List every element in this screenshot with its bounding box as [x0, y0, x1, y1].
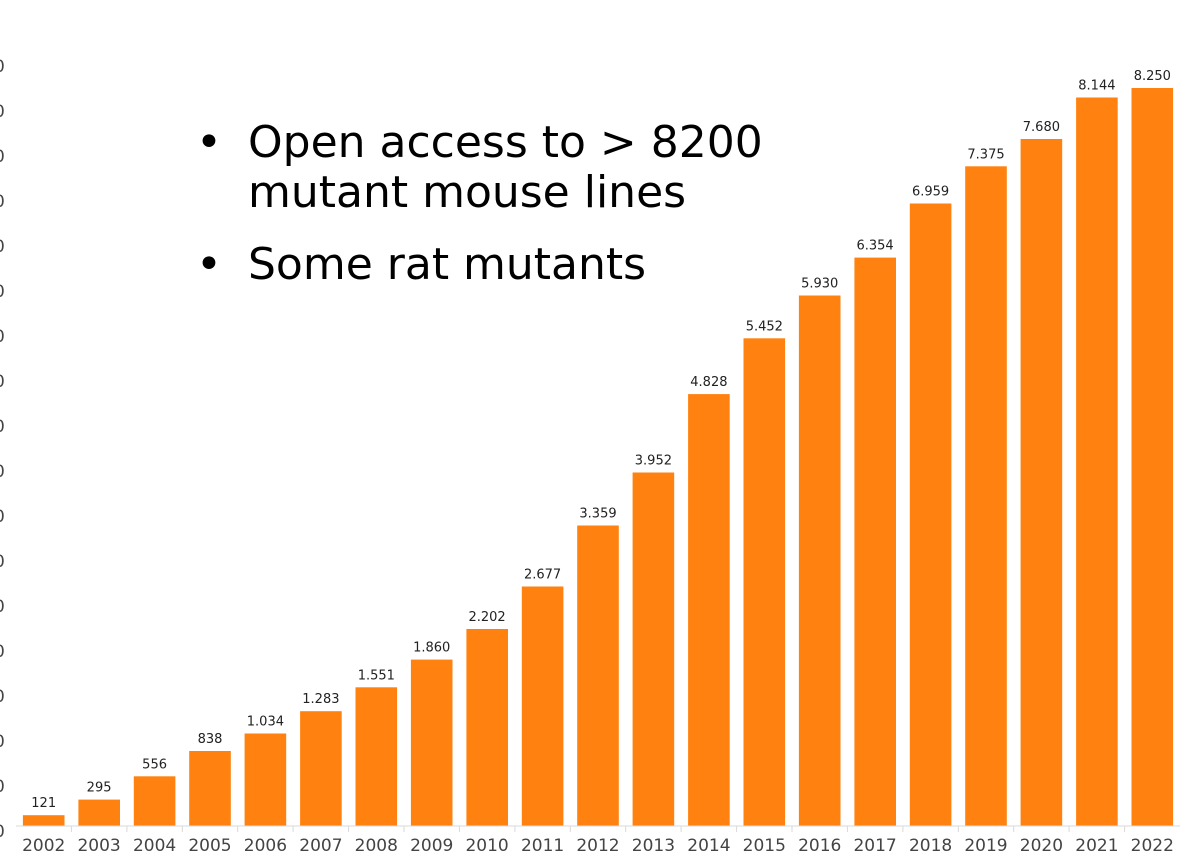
x-tick-label-2009: 2009 — [410, 836, 453, 856]
bar-2005 — [189, 751, 231, 826]
bar-2002 — [22, 815, 65, 826]
y-axis-ticks: 0 0 0 0 0 0 0 0 0 0 0 0 0 0 0 0 0 0 — [0, 57, 5, 842]
bullet-list: • Open access to > 8200 mutant mouse lin… — [196, 118, 808, 312]
x-tick-label-2011: 2011 — [521, 836, 564, 856]
x-tick-label-2003: 2003 — [77, 836, 120, 856]
y-tick-label-cut: 0 — [0, 597, 5, 617]
x-tick-label-2019: 2019 — [964, 836, 1007, 856]
x-tick-label-2008: 2008 — [355, 836, 398, 856]
bar-2003 — [78, 799, 120, 826]
data-label-2020: 7.680 — [1023, 120, 1060, 135]
x-tick-label-2015: 2015 — [743, 836, 786, 856]
bullet-item: • Some rat mutants — [196, 240, 808, 290]
data-label-2014: 4.828 — [690, 375, 727, 390]
bar-2014 — [688, 394, 730, 826]
bullet-text: Some rat mutants — [248, 239, 647, 290]
y-tick-label-cut: 0 — [0, 102, 5, 122]
data-label-2004: 556 — [142, 757, 167, 772]
y-tick-label-cut: 0 — [0, 732, 5, 752]
bar-2018 — [909, 203, 952, 826]
y-tick-label-cut: 0 — [0, 822, 5, 842]
x-tick-label-2007: 2007 — [299, 836, 342, 856]
data-label-2013: 3.952 — [635, 454, 672, 469]
y-tick-label-cut: 0 — [0, 687, 5, 707]
data-label-2011: 2.677 — [524, 568, 561, 583]
x-tick-label-2016: 2016 — [798, 836, 841, 856]
bar-2006 — [244, 733, 287, 826]
data-labels: 121 295 556 838 1.034 1.283 1.551 1.860 2.202 2.6… — [31, 69, 1171, 811]
x-tick-label-2004: 2004 — [133, 836, 176, 856]
x-tick-label-2002: 2002 — [22, 836, 65, 856]
x-tick-label-2021: 2021 — [1075, 836, 1118, 856]
bullet-marker: • — [196, 117, 222, 168]
y-tick-label-cut: 0 — [0, 192, 5, 212]
data-label-2003: 295 — [87, 781, 112, 796]
y-tick-label-cut: 0 — [0, 417, 5, 437]
data-label-2008: 1.551 — [358, 668, 395, 683]
y-tick-label-cut: 0 — [0, 462, 5, 482]
bar-2015 — [743, 338, 786, 826]
data-label-2007: 1.283 — [302, 692, 339, 707]
data-label-2016: 5.930 — [801, 277, 838, 292]
bar-2021 — [1076, 97, 1118, 826]
bar-2017 — [854, 257, 896, 827]
data-label-2019: 7.375 — [967, 147, 1004, 162]
bar-2020 — [1020, 139, 1063, 826]
bar-series — [22, 88, 1174, 827]
bar-2009 — [410, 659, 453, 826]
data-label-2021: 8.144 — [1078, 79, 1115, 94]
x-tick-label-2017: 2017 — [853, 836, 896, 856]
bullet-marker: • — [196, 239, 222, 290]
x-tick-label-2005: 2005 — [188, 836, 231, 856]
y-tick-label-cut: 0 — [0, 57, 5, 77]
bar-2004 — [133, 776, 176, 826]
bar-2007 — [300, 711, 342, 826]
y-tick-label-cut: 0 — [0, 777, 5, 797]
data-label-2009: 1.860 — [413, 641, 450, 656]
bullet-text: Open access to > 8200 mutant mouse lines — [248, 117, 763, 218]
bar-2010 — [466, 629, 508, 826]
data-label-2002: 121 — [31, 796, 56, 811]
x-tick-label-2006: 2006 — [244, 836, 287, 856]
x-tick-label-2018: 2018 — [909, 836, 952, 856]
bar-2016 — [798, 295, 841, 826]
bar-2012 — [577, 525, 619, 826]
data-label-2015: 5.452 — [746, 319, 783, 334]
data-label-2022: 8.250 — [1134, 69, 1171, 84]
bar-2022 — [1131, 88, 1174, 826]
y-tick-label-cut: 0 — [0, 282, 5, 302]
y-tick-label-cut: 0 — [0, 642, 5, 662]
data-label-2010: 2.202 — [468, 610, 505, 625]
y-tick-label-cut: 0 — [0, 552, 5, 572]
y-tick-label-cut: 0 — [0, 327, 5, 347]
y-tick-label-cut: 0 — [0, 507, 5, 527]
y-tick-label-cut: 0 — [0, 147, 5, 167]
x-tick-label-2020: 2020 — [1020, 836, 1063, 856]
x-axis-tick-labels: 2002 2003 2004 2005 2006 2007 2008 2009 2010 2011… — [22, 826, 1174, 856]
x-tick-label-2022: 2022 — [1131, 836, 1174, 856]
data-label-2012: 3.359 — [579, 507, 616, 522]
bar-2013 — [632, 472, 675, 826]
bar-2008 — [355, 687, 398, 826]
data-label-2006: 1.034 — [247, 715, 284, 730]
bar-2019 — [965, 166, 1007, 827]
bullet-item: • Open access to > 8200 mutant mouse lin… — [196, 118, 808, 218]
x-tick-label-2010: 2010 — [465, 836, 508, 856]
y-tick-label-cut: 0 — [0, 237, 5, 257]
data-label-2005: 838 — [198, 732, 223, 747]
data-label-2017: 6.354 — [856, 239, 893, 254]
bar-2011 — [521, 586, 564, 826]
data-label-2018: 6.959 — [912, 185, 949, 200]
x-tick-label-2013: 2013 — [632, 836, 675, 856]
x-tick-label-2012: 2012 — [576, 836, 619, 856]
x-tick-label-2014: 2014 — [687, 836, 730, 856]
y-tick-label-cut: 0 — [0, 372, 5, 392]
